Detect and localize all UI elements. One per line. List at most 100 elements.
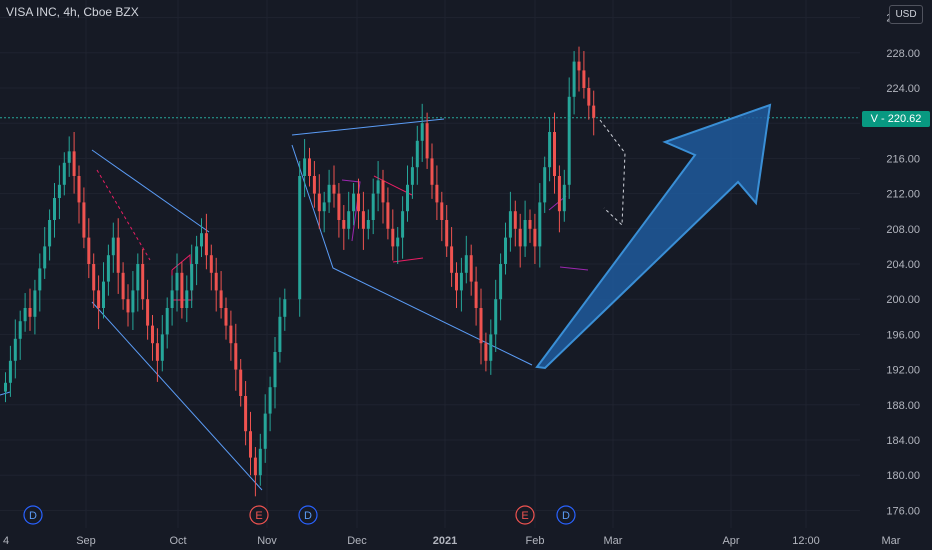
candle-body (131, 290, 135, 313)
candle-body (170, 290, 174, 308)
y-tick-label: 204.00 (886, 259, 920, 271)
candle-body (214, 272, 218, 291)
candle-body (508, 211, 512, 238)
candle-body (533, 228, 537, 247)
candle-body (298, 176, 302, 300)
candle-body (430, 158, 434, 185)
candle-body (62, 162, 66, 185)
candle-body (406, 184, 409, 212)
candle-body (322, 202, 326, 212)
candle-body (97, 290, 101, 308)
y-tick-label: 184.00 (886, 435, 920, 447)
candle-body (396, 237, 400, 247)
candle-body (209, 255, 213, 273)
x-tick-label: 4 (3, 535, 9, 547)
candle-body (538, 202, 542, 247)
x-tick-label: 12:00 (792, 535, 820, 547)
candle-body (435, 184, 439, 203)
y-tick-label: 192.00 (886, 365, 920, 377)
candle-body (77, 176, 81, 203)
candle-body (391, 228, 395, 247)
candle-body (190, 264, 194, 291)
candle-body (484, 343, 488, 361)
candle-body (528, 220, 532, 229)
big-up-arrow[interactable] (535, 103, 772, 370)
candle-body (494, 299, 498, 335)
candle-body (67, 151, 71, 163)
candle-body (155, 343, 159, 361)
dividend-marker (556, 505, 576, 525)
y-tick-label: 176.00 (886, 505, 920, 517)
candle-body (195, 246, 199, 264)
candle-body (567, 96, 571, 185)
dividend-marker (23, 505, 43, 525)
candle-body (219, 290, 223, 308)
candle-body (204, 233, 208, 256)
candle-body (57, 184, 61, 198)
candle-body (72, 151, 76, 176)
candle-body (141, 264, 145, 300)
candle-body (553, 132, 556, 176)
y-tick-label: 208.00 (886, 224, 920, 236)
earnings-marker (515, 505, 535, 525)
candle-body (557, 176, 561, 212)
candle-body (572, 61, 576, 97)
x-tick-label: Mar (604, 535, 623, 547)
candle-body (239, 369, 243, 396)
candle-body (126, 299, 130, 313)
y-tick-label: 180.00 (886, 470, 920, 482)
event-marker-label: D (29, 510, 37, 522)
candle-body (87, 237, 91, 264)
last-price-tag: V - 220.62 (862, 111, 930, 127)
candle-body (440, 202, 444, 220)
event-marker-label: D (304, 510, 312, 522)
candle-body (180, 272, 184, 308)
candle-body (562, 184, 566, 212)
candle-body (38, 268, 42, 291)
candle-body (347, 211, 351, 229)
price-tag-symbol: V (870, 113, 878, 125)
y-tick-label: 188.00 (886, 400, 920, 412)
candle-body (337, 193, 341, 220)
candle-body (106, 255, 110, 282)
x-axis-labels: 4 Sep Oct Nov Dec 2021 Feb Mar Apr 12:00 Mar (3, 535, 901, 547)
x-tick-label: Feb (526, 535, 545, 547)
candle-body (489, 334, 493, 361)
candle-body (474, 281, 478, 308)
pink-shape-2 (373, 175, 413, 196)
candle-body (283, 299, 287, 317)
dividend-marker (298, 505, 318, 525)
candle-body (381, 180, 385, 203)
candle-body (361, 211, 365, 229)
candle-body (258, 448, 262, 476)
candle-body (308, 158, 311, 176)
candle-body (523, 220, 527, 247)
candle-body (18, 321, 22, 339)
earnings-marker (249, 505, 269, 525)
candle-body (116, 237, 120, 273)
candle-body (592, 105, 596, 118)
event-marker-label: D (562, 510, 570, 522)
candle-body (28, 308, 32, 317)
candle-body (376, 180, 380, 194)
candles (4, 46, 596, 497)
candle-body (136, 264, 140, 291)
currency-badge[interactable]: USD (889, 5, 923, 24)
wedge-pattern-2-lower (291, 144, 533, 366)
wedge-pattern-1 (91, 149, 210, 233)
candle-body (366, 220, 370, 229)
candle-body (253, 457, 257, 476)
candle-body (386, 202, 390, 229)
candle-body (185, 290, 189, 308)
candle-body (401, 211, 405, 238)
candle-body (234, 343, 238, 370)
candle-body (499, 264, 503, 300)
candle-body (312, 176, 316, 194)
candle-body (13, 338, 17, 361)
candle-body (111, 237, 115, 256)
wedge-pattern-1-lower (91, 301, 263, 491)
candle-body (151, 325, 154, 344)
event-marker-label: E (255, 510, 262, 522)
